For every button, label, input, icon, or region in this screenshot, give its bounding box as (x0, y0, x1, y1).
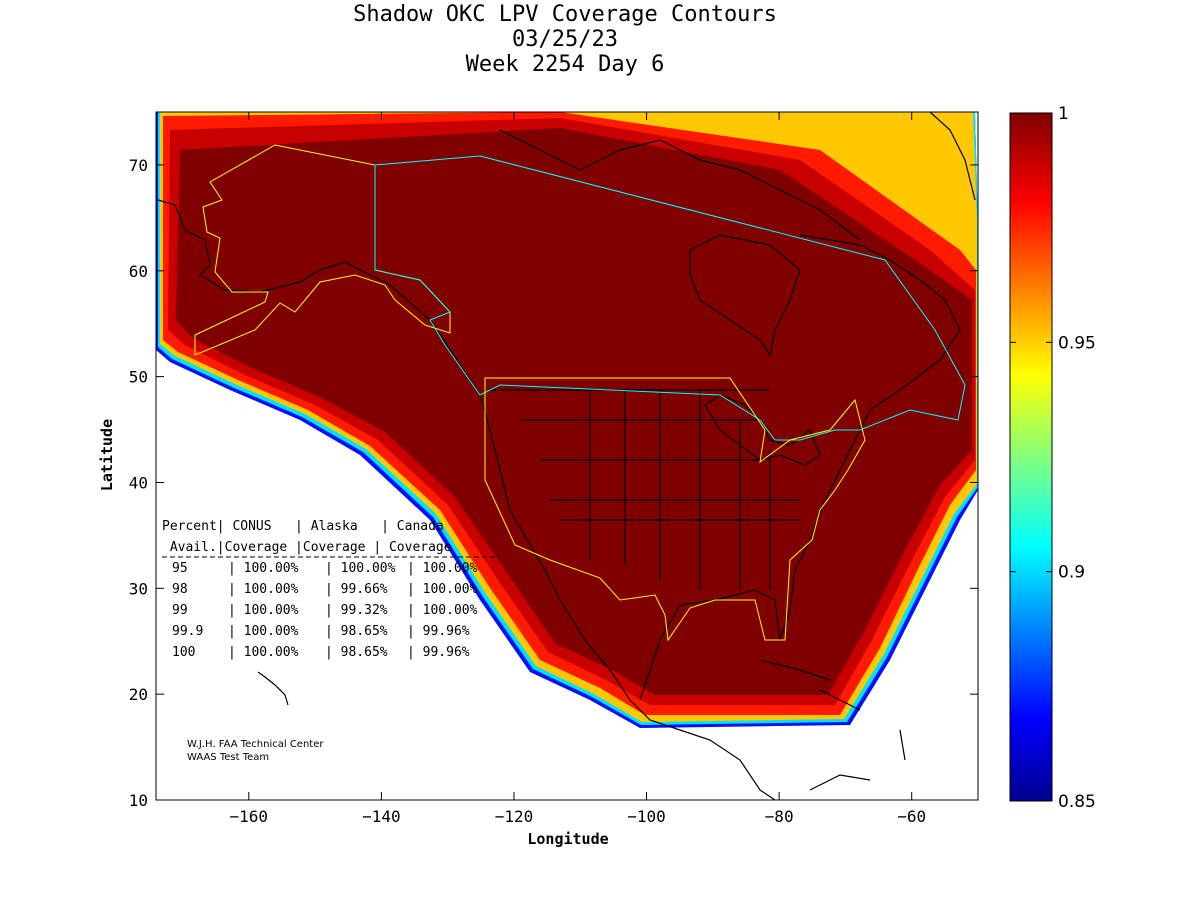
colorbar (1009, 112, 1053, 802)
plot-frame (155, 111, 979, 801)
x-axis-ticks: −160 −140 −120 −100 −80 −60 (230, 112, 926, 826)
table-cell-canada: | 100.00% (407, 582, 478, 597)
x-tick-label: −80 (765, 807, 794, 826)
credit-line1: W.J.H. FAA Technical Center (187, 739, 324, 750)
credit-line2: WAAS Test Team (187, 752, 269, 763)
hawaii (257, 671, 289, 706)
chart-title-line1: Shadow OKC LPV Coverage Contours (353, 2, 777, 27)
chart-title-line2: 03/25/23 (512, 27, 618, 52)
service-volume-canada (374, 155, 966, 441)
y-tick-label: 20 (129, 685, 148, 704)
table-header-row1: Percent| CONUS | Alaska | Canada (162, 519, 444, 534)
caribbean (759, 659, 906, 791)
coastline-arctic-islands (499, 129, 861, 241)
table-cell-conus: | 100.00% (228, 582, 299, 597)
colorbar-tick-label: 0.95 (1058, 333, 1096, 353)
x-axis-label: Longitude (527, 830, 608, 848)
table-cell-alaska: | 100.00% (325, 561, 396, 576)
x-tick-label: −120 (495, 807, 534, 826)
service-volumes (194, 144, 966, 642)
x-tick-label: −140 (362, 807, 401, 826)
coastline-northeast (799, 234, 961, 411)
chart-title-line3: Week 2254 Day 6 (465, 52, 665, 77)
table-cell-avail: 99 (172, 603, 188, 618)
y-tick-label: 60 (129, 262, 148, 281)
table-cell-conus: | 100.00% (228, 603, 299, 618)
coastline-hudson (689, 234, 801, 357)
coastline-west (479, 394, 776, 800)
table-cell-avail: 100 (172, 645, 195, 660)
table-rows: 95 | 100.00% | 100.00% | 100.00% 98 | 100.00%… (172, 561, 478, 660)
table-cell-canada: | 99.96% (407, 624, 470, 639)
y-tick-label: 40 (129, 473, 148, 492)
table-header-row2: Avail.|Coverage |Coverage | Coverage (162, 540, 452, 555)
coastline-alaska (157, 199, 481, 396)
colorbar-tick-label: 1 (1058, 104, 1069, 124)
coastlines (157, 112, 976, 800)
us-state-grid (490, 389, 800, 590)
service-volume-conus (484, 377, 866, 642)
table-cell-canada: | 100.00% (407, 561, 478, 576)
y-tick-label: 70 (129, 156, 148, 175)
x-tick-label: −60 (897, 807, 926, 826)
y-tick-label: 10 (129, 791, 148, 810)
table-cell-conus: | 100.00% (228, 561, 299, 576)
colorbar-ticks: 0.85 0.9 0.95 1 (1010, 104, 1096, 812)
table-cell-alaska: | 99.66% (325, 582, 388, 597)
table-cell-alaska: | 99.32% (325, 603, 388, 618)
colorbar-tick-label: 0.9 (1058, 563, 1085, 583)
table-cell-canada: | 99.96% (407, 645, 470, 660)
y-tick-label: 50 (129, 368, 148, 387)
y-axis-label: Latitude (98, 419, 116, 491)
great-lakes (704, 394, 821, 466)
x-tick-label: −160 (230, 807, 269, 826)
x-tick-label: −100 (627, 807, 666, 826)
y-axis-ticks: 10 20 30 40 50 60 70 (129, 156, 978, 810)
table-cell-conus: | 100.00% (228, 624, 299, 639)
coastline-gulf (639, 409, 871, 701)
table-cell-conus: | 100.00% (228, 645, 299, 660)
y-tick-label: 30 (129, 579, 148, 598)
table-cell-avail: 95 (172, 561, 188, 576)
colorbar-tick-label: 0.85 (1058, 792, 1096, 812)
coverage-contours (156, 112, 978, 728)
table-cell-canada: | 100.00% (407, 603, 478, 618)
table-cell-avail: 98 (172, 582, 188, 597)
coverage-table: Percent| CONUS | Alaska | Canada Avail.|… (162, 519, 500, 660)
table-cell-alaska: | 98.65% (325, 624, 388, 639)
coastline-greenland (929, 112, 976, 201)
table-cell-avail: 99.9 (172, 624, 203, 639)
table-cell-alaska: | 98.65% (325, 645, 388, 660)
